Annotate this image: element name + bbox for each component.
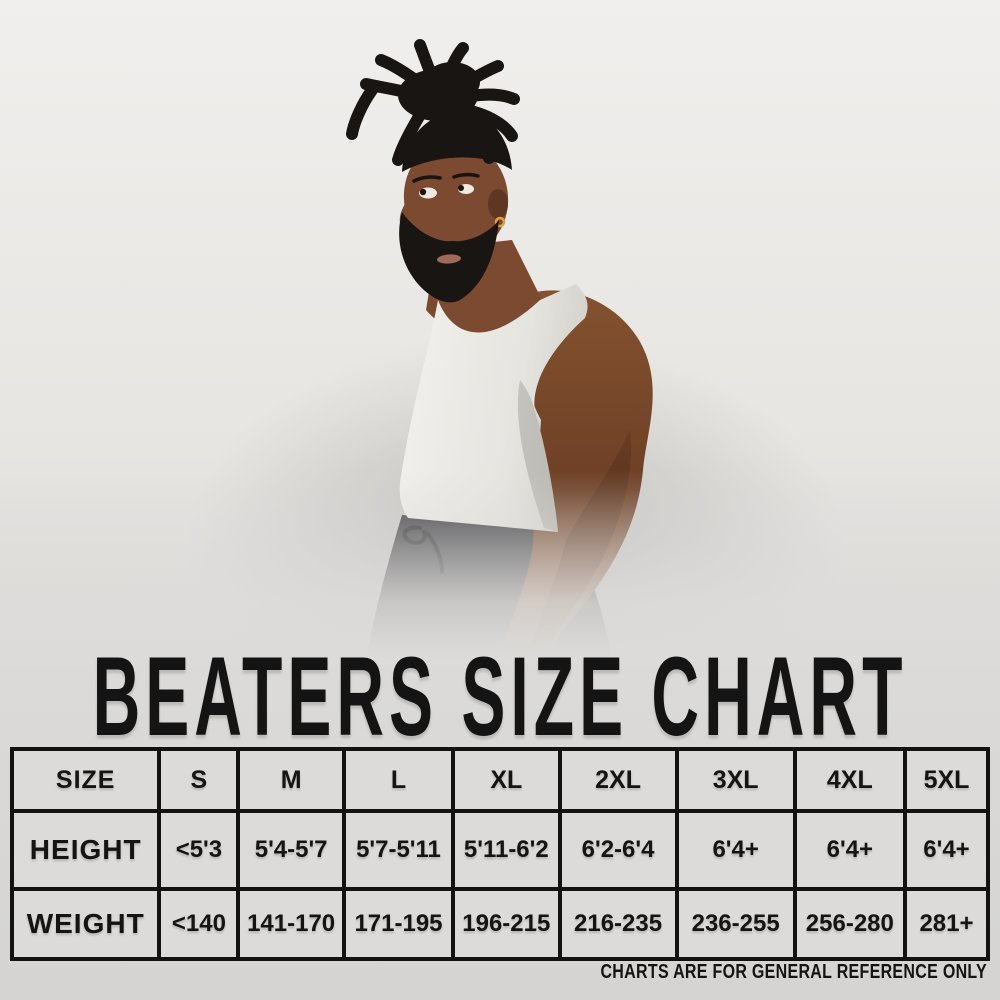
photo-fade — [0, 470, 1000, 660]
weight-cell-4xl: 256-280 — [792, 887, 907, 961]
column-header-5xl: 5XL — [902, 747, 991, 813]
column-header-s: S — [157, 747, 241, 813]
height-cell-l: 5'7-5'11 — [341, 809, 456, 891]
weight-cell-2xl: 216-235 — [557, 887, 679, 961]
row-label-height: HEIGHT — [9, 809, 162, 891]
table-row-height: HEIGHT <5'3 5'4-5'7 5'7-5'11 5'11-6'2 6'… — [9, 809, 991, 891]
weight-cell-5xl: 281+ — [902, 887, 991, 961]
column-header-m: M — [236, 747, 346, 813]
weight-cell-m: 141-170 — [236, 887, 346, 961]
weight-cell-3xl: 236-255 — [674, 887, 797, 961]
weight-cell-s: <140 — [157, 887, 241, 961]
hero-photo-model-in-tank-top — [0, 39, 1000, 660]
size-chart-table: SIZE S M L XL 2XL 3XL 4XL 5XL HEIGHT <5'… — [9, 747, 991, 961]
gold-earring — [494, 216, 506, 228]
disclaimer-text: CHARTS ARE FOR GENERAL REFERENCE ONLY — [600, 961, 987, 984]
page-title: BEATERS SIZE CHART — [92, 633, 908, 759]
title-bar: BEATERS SIZE CHART — [0, 633, 1000, 759]
column-header-4xl: 4XL — [792, 747, 907, 813]
height-cell-3xl: 6'4+ — [674, 809, 797, 891]
footnote-bar: CHARTS ARE FOR GENERAL REFERENCE ONLY — [600, 958, 987, 988]
height-cell-2xl: 6'2-6'4 — [557, 809, 679, 891]
table-header-row: SIZE S M L XL 2XL 3XL 4XL 5XL — [9, 747, 991, 813]
model-head — [399, 110, 512, 303]
weight-cell-xl: 196-215 — [451, 887, 562, 961]
height-cell-m: 5'4-5'7 — [236, 809, 346, 891]
height-cell-xl: 5'11-6'2 — [451, 809, 562, 891]
column-header-l: L — [341, 747, 456, 813]
column-header-3xl: 3XL — [674, 747, 797, 813]
column-header-xl: XL — [451, 747, 562, 813]
column-header-size: SIZE — [9, 747, 162, 813]
height-cell-5xl: 6'4+ — [902, 809, 991, 891]
column-header-2xl: 2XL — [557, 747, 679, 813]
row-label-weight: WEIGHT — [9, 887, 162, 961]
table-row-weight: WEIGHT <140 141-170 171-195 196-215 216-… — [9, 887, 991, 961]
weight-cell-l: 171-195 — [341, 887, 456, 961]
height-cell-4xl: 6'4+ — [792, 809, 907, 891]
height-cell-s: <5'3 — [157, 809, 241, 891]
